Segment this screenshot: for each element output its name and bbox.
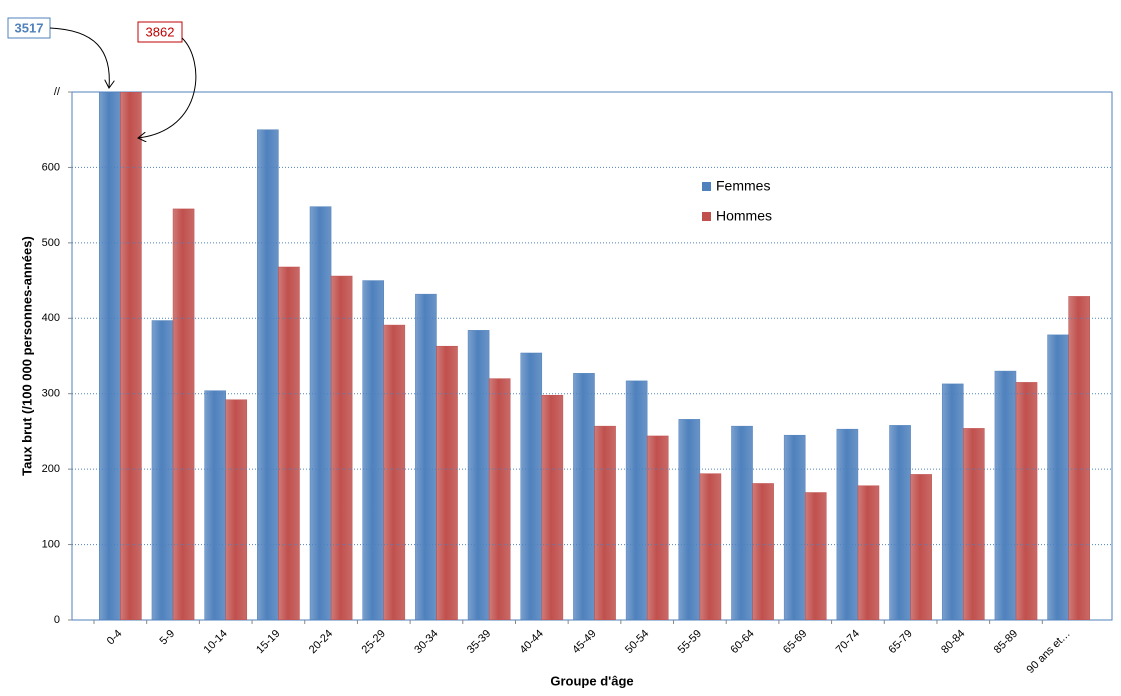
bar bbox=[436, 345, 458, 620]
y-tick-label: 200 bbox=[42, 463, 60, 475]
bar bbox=[415, 293, 437, 620]
bar bbox=[520, 352, 543, 620]
bars bbox=[99, 92, 1090, 620]
legend-swatch bbox=[702, 182, 711, 191]
bar bbox=[257, 129, 279, 620]
bar bbox=[1047, 334, 1069, 620]
x-tick-label: 70-74 bbox=[834, 628, 862, 656]
y-tick-label: 500 bbox=[42, 237, 60, 249]
bar bbox=[467, 330, 490, 620]
x-tick-label: 15-19 bbox=[254, 628, 282, 656]
x-tick-label: 50-54 bbox=[623, 628, 651, 656]
x-tick-label: 90 ans et… bbox=[1025, 628, 1073, 676]
x-tick-label: 0-4 bbox=[105, 628, 125, 648]
x-tick-label: 30-34 bbox=[412, 628, 440, 656]
y-tick-label: 600 bbox=[42, 161, 60, 173]
bar bbox=[1015, 382, 1038, 620]
annotation-arrow bbox=[49, 27, 109, 88]
annotation: 3517 bbox=[15, 20, 44, 35]
bar bbox=[309, 206, 332, 620]
bar bbox=[752, 483, 774, 620]
annotation: 3862 bbox=[146, 24, 175, 39]
x-axis-title: Groupe d'âge bbox=[550, 673, 633, 688]
bar bbox=[994, 370, 1017, 620]
bar bbox=[731, 425, 753, 620]
annotation-arrow bbox=[138, 37, 197, 138]
bar bbox=[204, 390, 226, 620]
legend-label: Hommes bbox=[716, 208, 772, 224]
x-tick-label: 85-89 bbox=[992, 628, 1020, 656]
bar bbox=[804, 492, 827, 620]
bar bbox=[678, 419, 701, 620]
x-tick-label: 40-44 bbox=[518, 628, 546, 656]
bar bbox=[330, 275, 353, 620]
bar bbox=[172, 208, 195, 620]
y-tick-label: 300 bbox=[42, 388, 60, 400]
bar bbox=[941, 383, 964, 620]
bar bbox=[910, 474, 932, 620]
x-tick-label: 55-59 bbox=[676, 628, 704, 656]
legend-swatch bbox=[702, 212, 711, 221]
x-tick-label: 10-14 bbox=[202, 628, 230, 656]
x-tick-label: 35-39 bbox=[465, 628, 493, 656]
y-tick-label: 400 bbox=[42, 312, 60, 324]
x-tick-label: 45-49 bbox=[570, 628, 598, 656]
x-tick-label: 25-29 bbox=[360, 628, 388, 656]
bar bbox=[889, 425, 911, 620]
y-tick-label: 0 bbox=[54, 614, 60, 626]
bar bbox=[120, 92, 142, 620]
y-tick-label: // bbox=[54, 86, 61, 98]
legend-label: Femmes bbox=[716, 178, 770, 194]
bar bbox=[362, 280, 385, 620]
x-tick-label: 20-24 bbox=[307, 628, 335, 656]
annotation-box bbox=[137, 21, 183, 43]
bar bbox=[699, 473, 722, 620]
x-tick-label: 65-69 bbox=[781, 628, 809, 656]
x-tick-label: 60-64 bbox=[728, 628, 756, 656]
bar bbox=[1068, 296, 1090, 620]
x-tick-label: 5-9 bbox=[157, 628, 177, 648]
bar bbox=[646, 435, 669, 620]
x-tick-label: 65-79 bbox=[886, 628, 914, 656]
x-tick-label: 80-84 bbox=[939, 628, 967, 656]
bar bbox=[573, 373, 595, 620]
bar bbox=[99, 92, 121, 620]
bar bbox=[783, 434, 806, 620]
bar bbox=[383, 324, 406, 620]
y-tick-label: 100 bbox=[42, 538, 60, 550]
bar bbox=[488, 378, 511, 620]
bar bbox=[541, 394, 564, 620]
y-axis-title: Taux brut (/100 000 personnes-années) bbox=[19, 236, 34, 476]
bar bbox=[857, 485, 880, 620]
bar bbox=[963, 428, 985, 620]
bar bbox=[625, 380, 648, 620]
bar bbox=[278, 266, 300, 620]
bar bbox=[594, 425, 616, 620]
bar bbox=[225, 399, 248, 620]
bar bbox=[151, 320, 174, 620]
bar bbox=[836, 428, 859, 620]
